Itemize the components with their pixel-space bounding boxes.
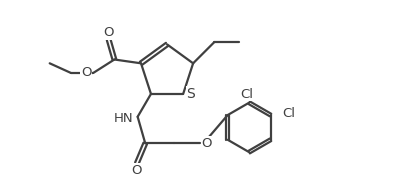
Text: O: O [81, 66, 92, 79]
Text: S: S [186, 87, 195, 101]
Text: Cl: Cl [282, 107, 295, 120]
Text: Cl: Cl [241, 88, 254, 101]
Text: O: O [103, 26, 114, 39]
Text: O: O [132, 163, 142, 177]
Text: HN: HN [113, 112, 133, 125]
Text: O: O [201, 137, 212, 150]
